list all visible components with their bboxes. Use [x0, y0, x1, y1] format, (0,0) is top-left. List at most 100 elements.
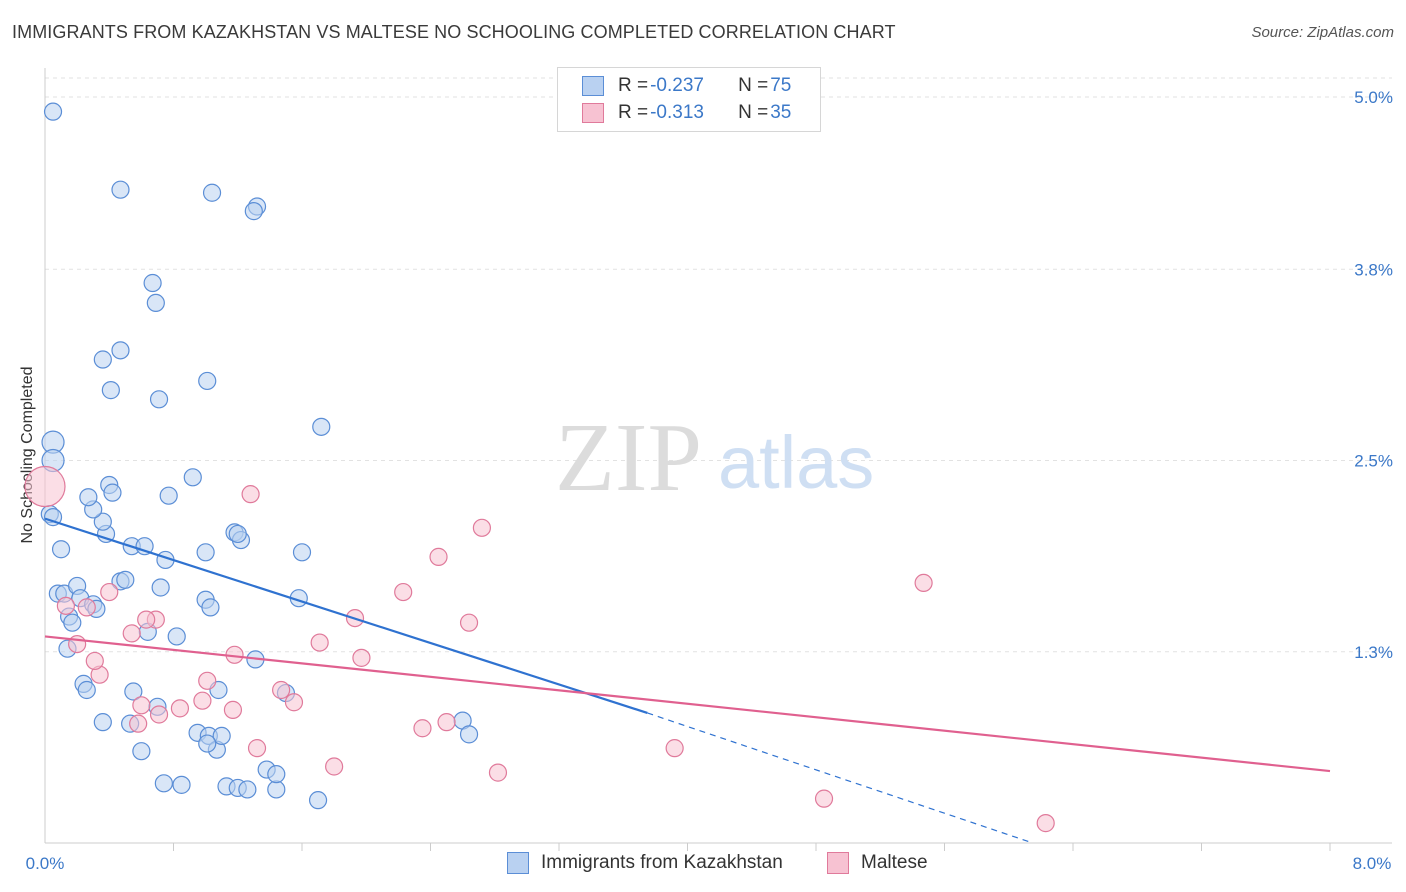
point-maltese	[325, 757, 344, 776]
legend-swatch-pink	[827, 852, 849, 874]
legend-r-label: R =	[618, 102, 649, 123]
legend-series-name: Immigrants from Kazakhstan	[541, 852, 783, 873]
y-tick-label: 2.5%	[1354, 452, 1393, 471]
point-kazakhstan	[101, 381, 120, 400]
point-kazakhstan	[103, 483, 122, 502]
chart-title: IMMIGRANTS FROM KAZAKHSTAN VS MALTESE NO…	[12, 22, 896, 42]
point-maltese	[132, 696, 151, 715]
point-kazakhstan	[151, 578, 170, 597]
trendline-kazakhstan-extension	[647, 712, 1034, 844]
x-tick-label: 0.0%	[26, 854, 65, 873]
point-kazakhstan	[201, 598, 220, 617]
y-tick-label: 5.0%	[1354, 88, 1393, 107]
point-maltese	[170, 699, 190, 718]
point-maltese	[100, 582, 119, 602]
grid-layer	[44, 68, 1392, 851]
point-kazakhstan	[244, 202, 263, 221]
trend-layer	[44, 517, 1331, 844]
legend-n-label: N =	[738, 102, 769, 123]
point-maltese	[56, 596, 75, 615]
source-label: Source: ZipAtlas.com	[1251, 24, 1394, 41]
point-kazakhstan	[459, 725, 479, 744]
legend-row-kazakhstan: R = -0.237 N = 75	[582, 74, 791, 98]
legend-r-value: -0.237	[650, 75, 704, 96]
point-kazakhstan	[124, 682, 143, 701]
point-maltese	[488, 763, 508, 782]
point-maltese	[247, 739, 267, 758]
point-maltese	[193, 691, 212, 710]
point-maltese	[284, 693, 304, 712]
legend-item-maltese: Maltese	[827, 852, 928, 874]
x-tick-label: 8.0%	[1353, 854, 1392, 873]
point-maltese	[665, 739, 684, 758]
point-kazakhstan	[77, 680, 96, 700]
point-kazakhstan	[292, 543, 312, 562]
point-kazakhstan	[43, 102, 63, 121]
point-kazakhstan	[93, 713, 112, 732]
point-maltese	[459, 613, 479, 632]
watermark-zip: ZIP	[555, 404, 702, 512]
point-kazakhstan	[267, 780, 286, 799]
legend-n-value: 35	[770, 102, 792, 123]
trendline-maltese	[44, 635, 1331, 773]
point-kazakhstan	[198, 371, 217, 391]
point-kazakhstan	[51, 540, 71, 559]
points-layer	[24, 102, 1055, 833]
watermark-atlas: atlas	[718, 421, 874, 504]
point-kazakhstan	[212, 726, 231, 746]
point-kazakhstan	[159, 486, 178, 505]
point-kazakhstan	[267, 765, 286, 784]
point-kazakhstan	[167, 627, 186, 646]
point-maltese	[437, 713, 456, 732]
point-kazakhstan	[183, 468, 202, 487]
point-maltese	[472, 518, 491, 537]
legend-swatch-blue	[582, 76, 604, 96]
legend-n-label: N =	[738, 75, 769, 96]
point-kazakhstan	[143, 273, 162, 293]
point-kazakhstan	[43, 508, 63, 527]
legend-r-label: R =	[618, 75, 649, 96]
point-maltese	[352, 648, 371, 667]
point-kazakhstan	[154, 774, 173, 793]
point-maltese	[223, 700, 243, 719]
point-kazakhstan	[196, 543, 215, 562]
legend-swatch-pink	[582, 103, 604, 123]
point-kazakhstan	[308, 791, 328, 810]
point-maltese	[413, 719, 432, 738]
watermark: ZIP atlas	[555, 404, 874, 512]
point-kazakhstan	[116, 570, 135, 589]
trendline-kazakhstan	[44, 517, 648, 714]
point-maltese	[1036, 814, 1055, 833]
point-maltese	[272, 680, 291, 700]
point-maltese	[198, 671, 217, 690]
point-kazakhstan	[202, 183, 222, 202]
legend-r-value: -0.313	[650, 102, 704, 123]
point-kazakhstan	[93, 350, 112, 369]
point-kazakhstan	[132, 742, 151, 761]
point-kazakhstan	[198, 734, 217, 753]
point-kazakhstan	[228, 524, 247, 544]
point-maltese	[24, 465, 66, 508]
legend-row-maltese: R = -0.313 N = 35	[582, 101, 791, 125]
point-maltese	[129, 714, 148, 733]
point-kazakhstan	[172, 775, 191, 794]
point-maltese	[149, 705, 169, 724]
point-kazakhstan	[111, 180, 130, 199]
point-kazakhstan	[93, 512, 112, 531]
point-maltese	[122, 624, 141, 643]
point-kazakhstan	[79, 488, 98, 507]
point-maltese	[77, 598, 96, 617]
point-maltese	[394, 582, 413, 602]
stats-legend: R = -0.237 N = 75 R = -0.313 N = 35	[557, 67, 821, 132]
point-kazakhstan	[111, 341, 130, 360]
point-maltese	[310, 633, 329, 652]
point-maltese	[85, 651, 104, 671]
point-kazakhstan	[238, 780, 257, 799]
point-kazakhstan	[149, 390, 169, 409]
y-tick-label: 3.8%	[1354, 260, 1393, 279]
tick-layer: 5.0% 3.8% 2.5% 1.3% 0.0% 8.0%	[26, 88, 1393, 873]
series-legend: Immigrants from Kazakhstan Maltese	[0, 852, 1406, 878]
point-kazakhstan	[312, 417, 331, 436]
point-maltese	[914, 573, 933, 593]
